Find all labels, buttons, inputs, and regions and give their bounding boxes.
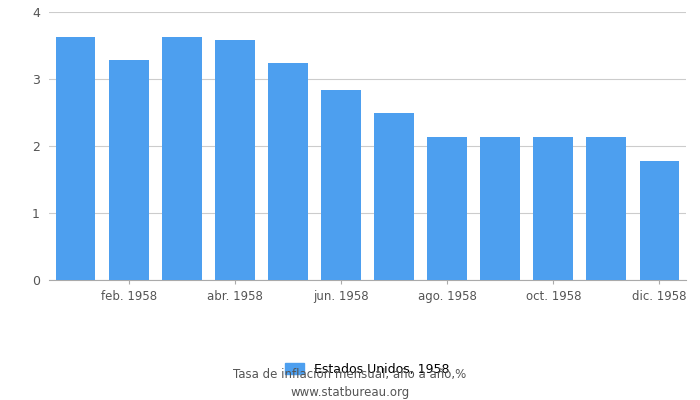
- Bar: [215, 40, 255, 280]
- Legend: Estados Unidos, 1958: Estados Unidos, 1958: [286, 362, 449, 376]
- Text: Tasa de inflación mensual, año a año,%: Tasa de inflación mensual, año a año,%: [233, 368, 467, 381]
- Bar: [55, 37, 95, 280]
- Bar: [587, 137, 626, 280]
- Bar: [162, 38, 202, 280]
- Bar: [268, 63, 308, 280]
- Bar: [480, 137, 520, 280]
- Bar: [108, 60, 148, 280]
- Text: www.statbureau.org: www.statbureau.org: [290, 386, 410, 399]
- Bar: [374, 113, 414, 280]
- Bar: [427, 137, 467, 280]
- Bar: [533, 137, 573, 280]
- Bar: [640, 162, 680, 280]
- Bar: [321, 90, 361, 280]
